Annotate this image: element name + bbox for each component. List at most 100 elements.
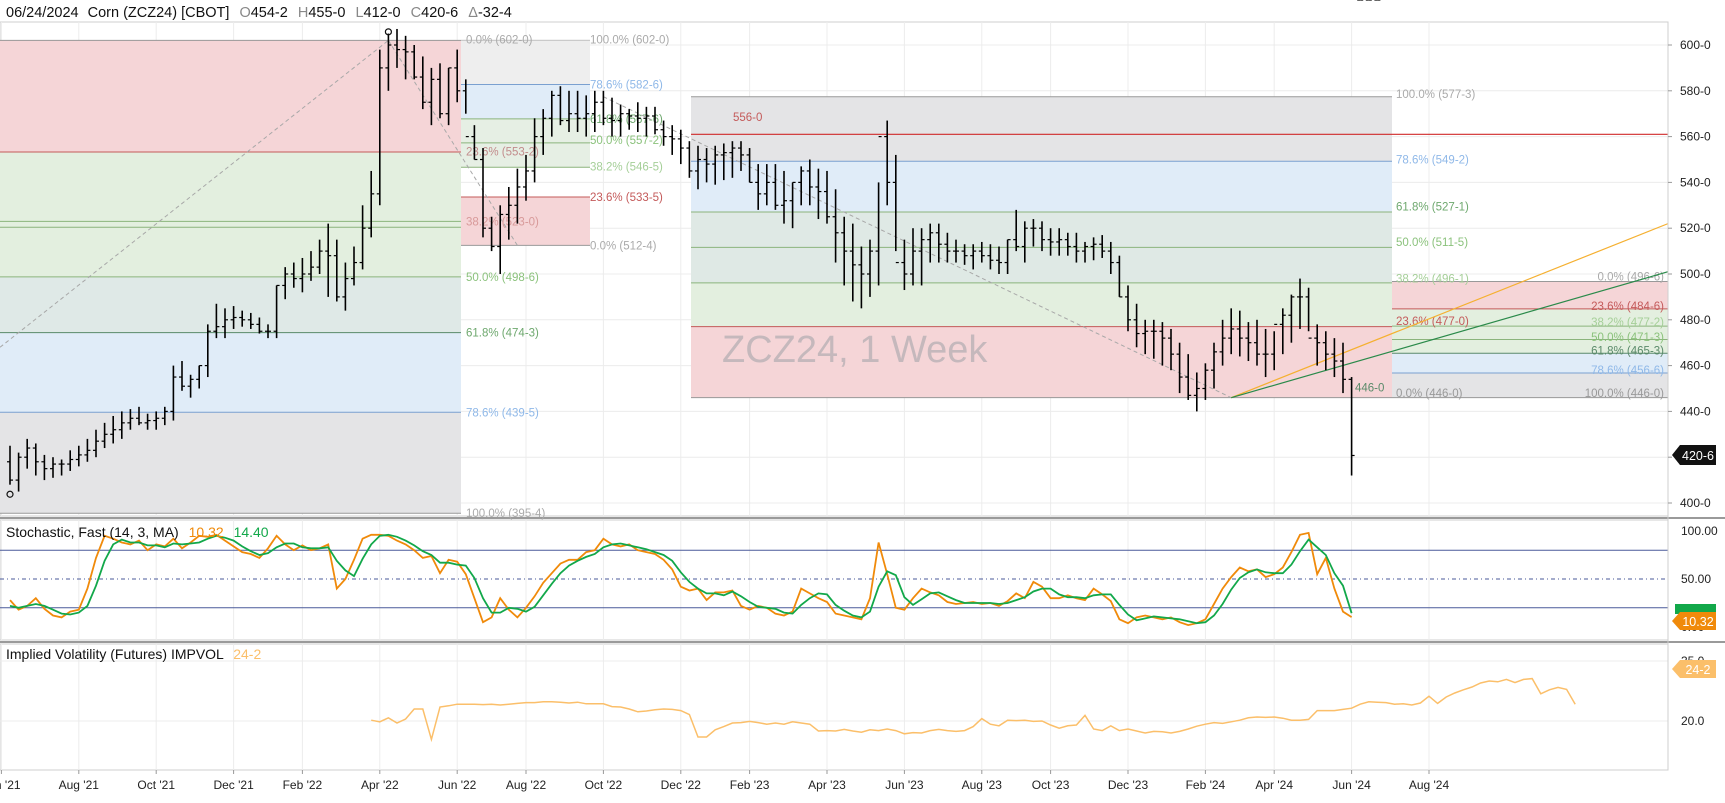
price-tick-label: 500-0 — [1680, 267, 1711, 281]
price-tick-label: 440-0 — [1680, 404, 1711, 418]
header-date: 06/24/2024 — [6, 5, 79, 21]
fib-b-zone-green — [691, 282, 1392, 327]
price-bar — [359, 205, 366, 270]
fib-label-c-100: 100.0% (446-0) — [1585, 388, 1664, 400]
price-bar — [497, 205, 504, 274]
price-bar — [1322, 331, 1329, 371]
price-bar — [161, 406, 168, 426]
time-tick-label: Oct '22 — [585, 778, 623, 792]
price-bar — [230, 306, 237, 329]
price-bar — [239, 310, 246, 327]
price-bar — [32, 443, 39, 476]
price-bar — [1082, 241, 1088, 263]
price-current-badge: 420-6 — [1672, 445, 1716, 465]
fib-b-zone-gray — [691, 96, 1392, 162]
price-bar — [273, 284, 280, 339]
header-close: 420-6 — [421, 5, 458, 21]
price-bar — [1064, 232, 1071, 256]
fib-label-b-786: 78.6% (549-2) — [1396, 155, 1469, 167]
price-bar — [488, 216, 495, 252]
price-bar — [858, 246, 865, 309]
price-bar — [849, 223, 856, 302]
price-bar — [402, 35, 409, 80]
price-bar — [1047, 228, 1054, 256]
price-bar — [118, 411, 125, 439]
price-bar — [944, 232, 951, 263]
price-bar — [961, 244, 968, 265]
price-bar — [222, 308, 228, 339]
price-bar — [712, 145, 719, 185]
price-bar — [832, 189, 839, 263]
price-bar — [1193, 372, 1200, 412]
fib-c-zone-red — [1392, 281, 1668, 309]
stochastic-tick-label: 100.00 — [1681, 524, 1718, 538]
price-bar — [7, 445, 13, 485]
price-bar — [892, 154, 899, 264]
stochastic-k-value: 10.32 — [189, 524, 224, 540]
price-bar — [1099, 235, 1106, 258]
fib-label-a-786l: 78.6% (439-5) — [466, 407, 539, 419]
price-bar — [763, 164, 770, 206]
price-bar — [1004, 239, 1011, 274]
fib-c-zone-gray — [1392, 373, 1668, 398]
time-tick-label: Aug '22 — [506, 778, 547, 792]
price-bar — [1013, 209, 1020, 252]
price-bar — [385, 33, 392, 91]
fib-label-c-786: 78.6% (456-6) — [1591, 365, 1664, 377]
price-bar — [101, 422, 108, 449]
time-tick-label: Dec '22 — [661, 778, 702, 792]
fib-label-c-382: 38.2% (477-2) — [1591, 317, 1664, 329]
price-bar — [781, 170, 787, 224]
fib-a-zone-red — [0, 40, 461, 153]
price-bar — [247, 312, 254, 329]
price-tick-label: 460-0 — [1680, 359, 1711, 373]
price-bar — [1150, 319, 1157, 359]
price-bar — [1021, 221, 1028, 263]
low-marker — [6, 490, 14, 498]
price-bar — [660, 120, 667, 146]
time-tick-label: Apr '22 — [361, 778, 399, 792]
price-bar — [540, 109, 547, 155]
fib-label-a-0b: 0.0% (512-4) — [590, 240, 657, 252]
time-tick-label: Aug '24 — [1409, 778, 1450, 792]
price-bar — [875, 136, 882, 286]
price-bar — [910, 228, 916, 286]
price-bar — [1125, 285, 1131, 332]
stochastic-panel — [0, 531, 1668, 627]
price-bar — [1279, 308, 1286, 355]
fib-label-a-0: 0.0% (602-0) — [466, 35, 533, 47]
price-bar — [179, 361, 185, 391]
price-bar — [918, 228, 925, 286]
price-bar — [505, 186, 512, 240]
price-bar — [514, 168, 521, 224]
price-bar — [686, 141, 693, 178]
stochastic-title-line: Stochastic, Fast (14, 3, MA) 10.32 14.40 — [6, 524, 269, 540]
fib-label-b-382: 38.2% (496-1) — [1396, 274, 1469, 286]
price-bar — [548, 90, 555, 137]
price-bar — [1116, 255, 1123, 298]
price-bar — [677, 129, 684, 165]
price-tick-label: 480-0 — [1680, 313, 1711, 327]
price-bar — [798, 166, 805, 206]
stochastic-green-badge — [1675, 604, 1716, 614]
fib-label-a-500l: 50.0% (498-6) — [466, 272, 539, 284]
ivol-value: 24-2 — [233, 646, 261, 662]
fib-label-a-618: 61.8% (567-6) — [590, 114, 663, 126]
price-bar — [1219, 319, 1226, 366]
ivol-title-line: Implied Volatility (Futures) IMPVOL 24-2 — [6, 646, 261, 662]
price-bar — [445, 67, 452, 126]
price-bar — [643, 106, 650, 137]
price-tick-label: 580-0 — [1680, 84, 1711, 98]
price-bar — [695, 145, 701, 190]
fib-label-a-382r: 38.2% (523-0) — [466, 216, 539, 228]
price-bar — [626, 109, 633, 130]
time-tick-label: Oct '23 — [1032, 778, 1070, 792]
price-bar — [729, 141, 736, 178]
price-bar — [316, 239, 323, 274]
time-tick-label: Jun '24 — [1332, 778, 1371, 792]
price-tick-label: 600-0 — [1680, 38, 1711, 52]
time-tick-label: Jun '21 — [0, 778, 21, 792]
price-bar — [204, 324, 211, 378]
fib-b-zone-blue — [691, 161, 1392, 212]
